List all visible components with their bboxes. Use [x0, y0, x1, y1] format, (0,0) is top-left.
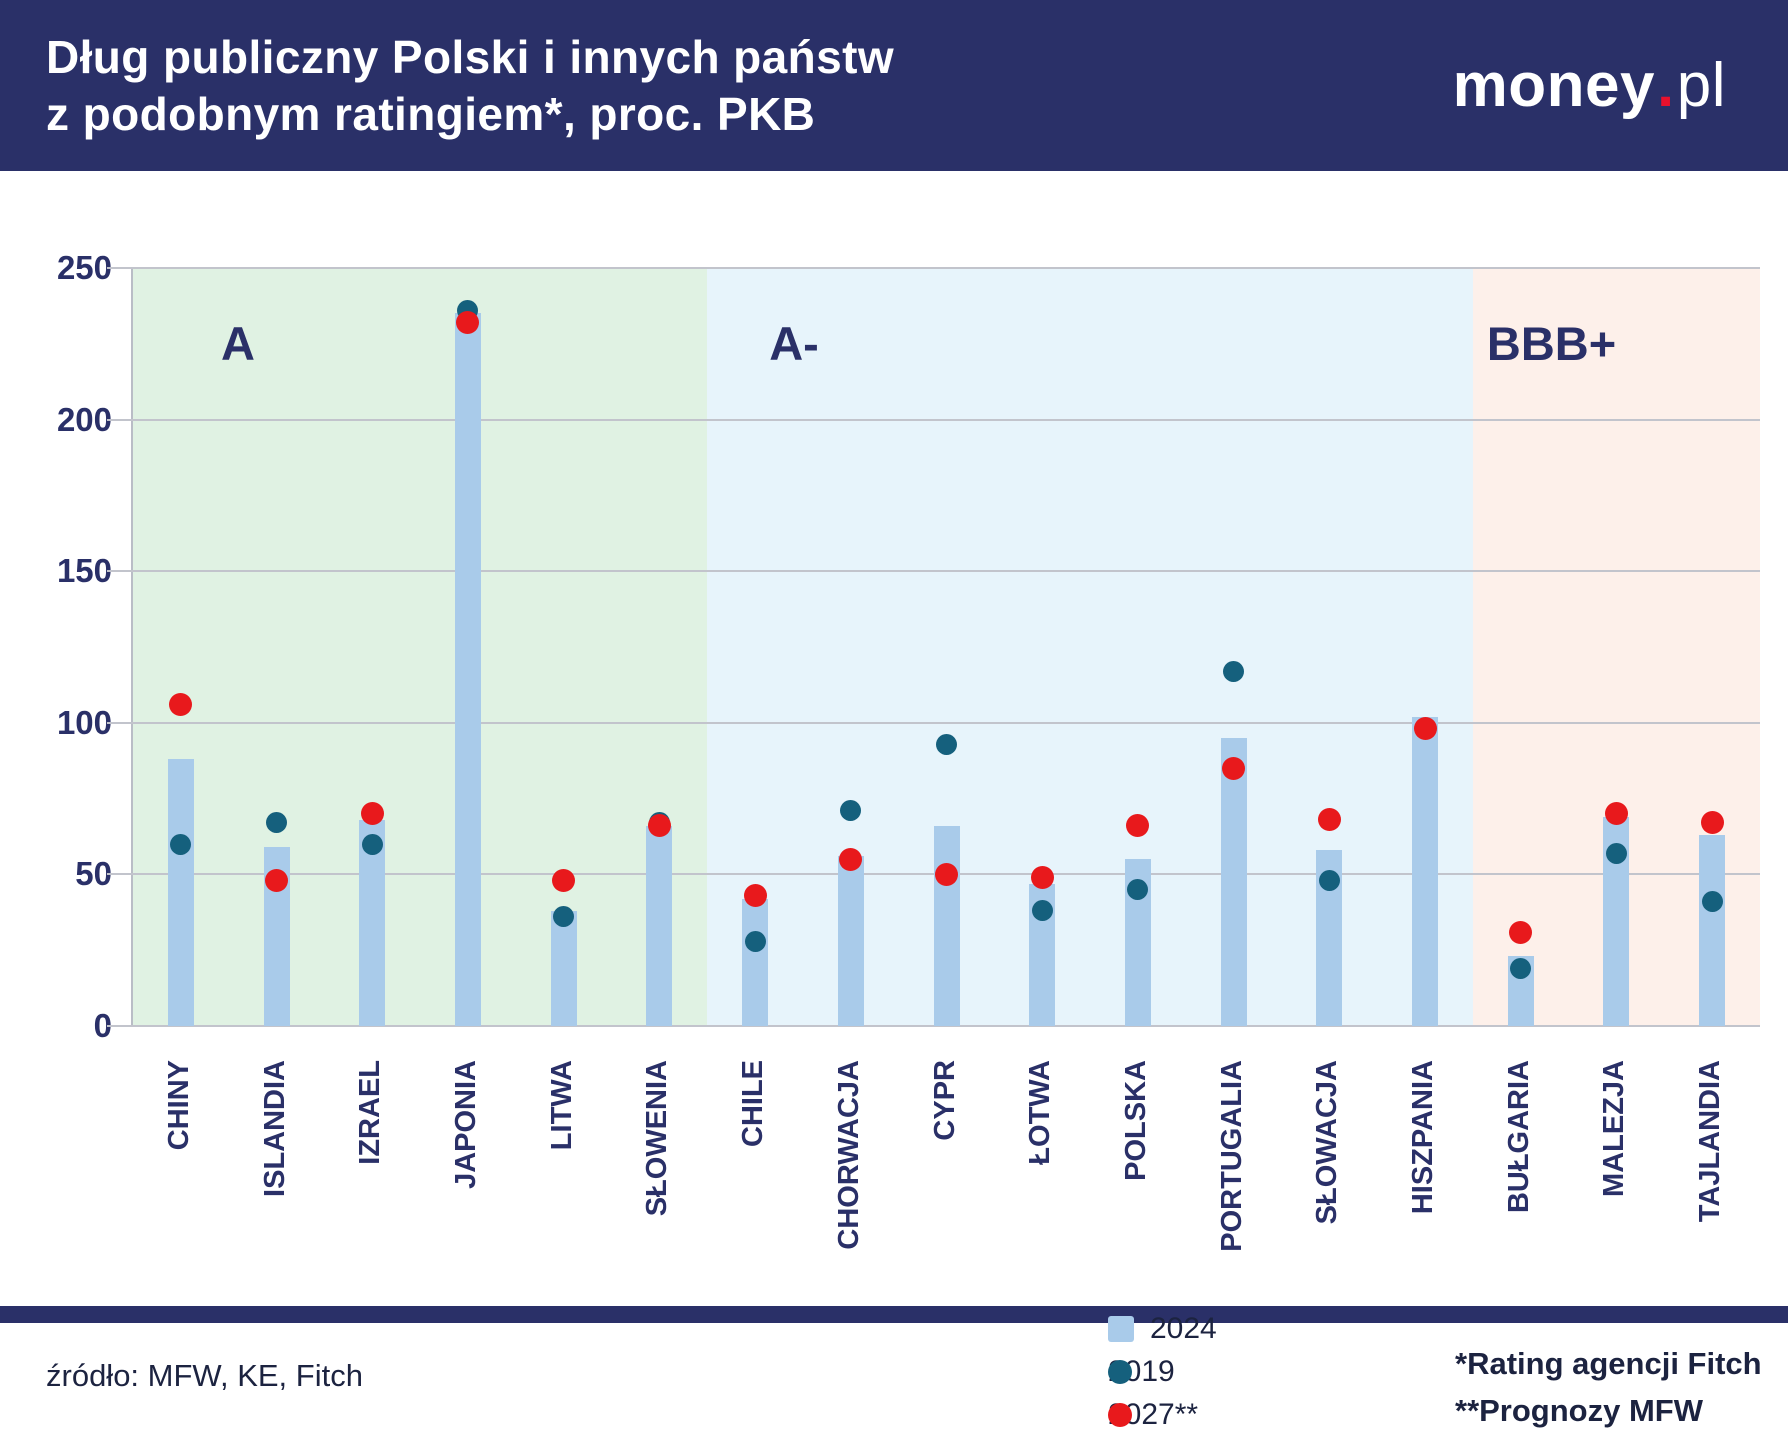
rating-region-label: A-: [769, 317, 819, 370]
y-tick-250: 250: [56, 249, 112, 286]
x-label-izrael: IZRAEL: [354, 1060, 387, 1165]
gridline-250: [107, 267, 1760, 269]
x-label-hiszpania: HISZPANIA: [1407, 1060, 1440, 1215]
x-label-litwa: LITWA: [545, 1060, 578, 1151]
legend-swatch-dot-icon: [1108, 1403, 1132, 1427]
plot-area: A A- BBB+: [107, 267, 1760, 1027]
legend-swatch-square-icon: [1108, 1316, 1134, 1342]
gridline-150: [107, 570, 1760, 573]
moneypl-logo: money.pl: [1453, 50, 1726, 121]
rating-region-1: A-: [707, 268, 1473, 1026]
rating-region-0: A: [133, 268, 708, 1026]
dot-2019-tajlandia: [1701, 891, 1723, 913]
y-tick-200: 200: [56, 400, 112, 438]
x-label-tajlandia: TAJLANDIA: [1694, 1060, 1727, 1223]
dot-2027-tajlandia: [1700, 811, 1724, 835]
dot-2027-bułgaria: [1509, 920, 1533, 944]
dot-2027-chile: [743, 884, 767, 908]
dot-2019-chiny: [170, 833, 192, 855]
x-label-chile: CHILE: [737, 1060, 770, 1147]
y-tick-0: 0: [93, 1007, 112, 1044]
divider-bar: [0, 1306, 1788, 1323]
y-tick-50: 50: [75, 855, 112, 893]
dot-2019-bułgaria: [1510, 957, 1532, 979]
logo-pl-text: pl: [1676, 51, 1726, 120]
dot-2027-chiny: [169, 693, 193, 717]
footnote-2: **Prognozy MFW: [1455, 1393, 1703, 1428]
dot-2027-słowenia: [647, 814, 671, 838]
legend-item-2024: 2024: [1108, 1312, 1217, 1346]
gridline-0: [107, 1025, 1760, 1027]
bar-2024-chile: [742, 898, 769, 1026]
x-label-cypr: CYPR: [928, 1060, 961, 1141]
page-title-line2: z podobnym ratingiem*, proc. PKB: [46, 87, 816, 140]
gridline-100: [107, 721, 1760, 724]
footnote-1: *Rating agencji Fitch: [1455, 1346, 1762, 1381]
dot-2019-łotwa: [1031, 900, 1053, 922]
dot-2019-chile: [744, 930, 766, 952]
header: Dług publiczny Polski i innych państw z …: [0, 0, 1788, 171]
rating-region-label: A: [221, 317, 255, 370]
dot-2027-litwa: [552, 868, 576, 892]
dot-2019-izrael: [361, 833, 383, 855]
dot-2019-cypr: [936, 733, 957, 755]
dot-2027-islandia: [265, 868, 289, 892]
bar-2024-cypr: [933, 825, 960, 1026]
x-label-islandia: ISLANDIA: [258, 1060, 291, 1197]
x-label-chiny: CHINY: [162, 1060, 195, 1151]
x-label-japonia: JAPONIA: [449, 1060, 482, 1189]
legend-swatch-dot-icon: [1108, 1360, 1132, 1384]
dot-2019-polska: [1127, 879, 1149, 901]
x-label-chorwacja: CHORWACJA: [832, 1060, 865, 1250]
dot-2027-japonia: [456, 311, 480, 335]
page-title: Dług publiczny Polski i innych państw z …: [46, 29, 894, 143]
y-axis: 0 50 100 150 200 250: [0, 249, 112, 1044]
dot-2019-portugalia: [1223, 660, 1245, 682]
logo-money-text: money: [1452, 51, 1655, 120]
legend-item-2019: 2019: [1108, 1355, 1217, 1389]
legend-item-2027: 2027**: [1108, 1398, 1217, 1432]
gridline-200: [107, 418, 1760, 421]
x-label-łotwa: ŁOTWA: [1024, 1060, 1057, 1165]
bar-2024-litwa: [550, 910, 577, 1026]
dot-2027-malezja: [1604, 802, 1628, 826]
x-label-malezja: MALEZJA: [1598, 1060, 1631, 1197]
bar-2024-chiny: [167, 759, 194, 1026]
x-label-bułgaria: BUŁGARIA: [1502, 1060, 1535, 1214]
dot-2027-polska: [1126, 814, 1150, 838]
source-note: źródło: MFW, KE, Fitch: [46, 1358, 363, 1393]
legend: 2024 2019 2027**: [1108, 1312, 1217, 1432]
legend-item-label: 2024: [1150, 1312, 1217, 1345]
dot-2027-hiszpania: [1413, 717, 1437, 741]
x-label-polska: POLSKA: [1119, 1060, 1152, 1181]
footnotes: *Rating agencji Fitch **Prognozy MFW: [1455, 1340, 1762, 1434]
dot-2019-słowacja: [1318, 869, 1340, 891]
x-label-portugalia: PORTUGALIA: [1215, 1060, 1248, 1252]
bar-2024-portugalia: [1220, 737, 1247, 1026]
y-tick-150: 150: [56, 552, 112, 590]
y-tick-100: 100: [56, 703, 112, 741]
x-label-słowacja: SŁOWACJA: [1311, 1060, 1344, 1225]
dot-2019-islandia: [266, 812, 288, 834]
bar-2024-hiszpania: [1412, 716, 1439, 1026]
dot-2027-słowacja: [1317, 808, 1341, 832]
bar-2024-japonia: [454, 313, 481, 1026]
dot-2019-chorwacja: [840, 800, 862, 822]
bar-2024-słowenia: [646, 825, 673, 1026]
x-label-słowenia: SŁOWENIA: [641, 1060, 674, 1217]
dot-2027-cypr: [935, 862, 958, 886]
x-axis-labels: CHINY ISLANDIA IZRAEL JAPONIA LITWA SŁOWENIA C…: [0, 1060, 1788, 1306]
logo-dot-icon: .: [1657, 51, 1675, 120]
rating-region-label: BBB+: [1486, 317, 1617, 370]
dot-2019-malezja: [1605, 842, 1627, 864]
page-title-line1: Dług publiczny Polski i innych państw: [46, 30, 895, 83]
dot-2027-izrael: [360, 802, 384, 826]
dot-2019-litwa: [553, 906, 575, 928]
bar-2024-chorwacja: [837, 856, 864, 1026]
bar-2024-tajlandia: [1699, 834, 1726, 1026]
dot-2027-chorwacja: [839, 847, 863, 871]
dot-2027-portugalia: [1222, 756, 1246, 780]
dot-2027-łotwa: [1030, 865, 1054, 889]
